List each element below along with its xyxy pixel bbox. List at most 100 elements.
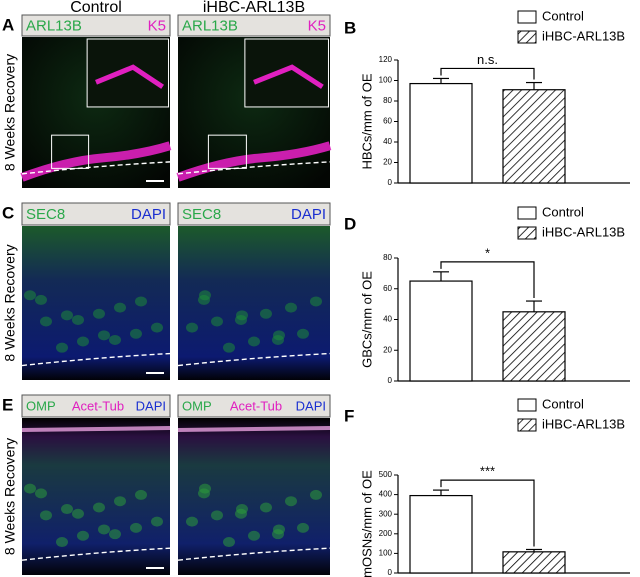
- y-tick-label: 300: [379, 509, 393, 518]
- y-tick-label: 20: [383, 158, 392, 167]
- cell: [260, 502, 272, 513]
- y-axis-label: mOSNs/mm of OE: [359, 470, 374, 577]
- legend-swatch: [517, 418, 537, 432]
- cell: [260, 308, 272, 319]
- cell: [130, 522, 142, 533]
- k5-signal: [20, 141, 172, 182]
- basal-lamina: [177, 547, 331, 561]
- k5-signal: [176, 141, 332, 182]
- y-tick-label: 60: [383, 284, 392, 293]
- legend-swatch: [517, 30, 537, 44]
- cell: [272, 334, 284, 345]
- bar: [502, 311, 566, 382]
- significance-bracket: [440, 261, 535, 299]
- y-tick-label: 100: [379, 549, 393, 558]
- y-tick-label: 40: [383, 137, 392, 146]
- bar: [502, 551, 566, 574]
- cell: [285, 496, 297, 507]
- inset: [244, 38, 329, 108]
- label-box: [177, 394, 331, 418]
- cell: [135, 296, 147, 307]
- cell: [61, 310, 73, 321]
- cell: [72, 314, 84, 325]
- cell: [198, 294, 210, 305]
- bar: [409, 280, 473, 382]
- y-tick-label: 0: [388, 568, 393, 577]
- inset: [86, 38, 170, 108]
- stain-label: ARL13B: [182, 17, 238, 34]
- cell: [56, 342, 68, 353]
- cell: [211, 316, 223, 327]
- legend-label: iHBC-ARL13B: [542, 416, 625, 431]
- cell: [77, 336, 89, 347]
- stain-label: DAPI: [296, 398, 326, 413]
- stain-label: Acet-Tub: [72, 398, 124, 413]
- legend-swatch: [517, 226, 537, 240]
- cilia-layer: [21, 426, 171, 432]
- cell: [223, 537, 235, 548]
- y-tick-label: 40: [383, 315, 392, 324]
- inset-signal: [253, 64, 324, 89]
- label-box: [21, 202, 171, 226]
- panel-letter: A: [2, 15, 14, 34]
- y-tick-label: 200: [379, 529, 393, 538]
- legend-label: Control: [542, 8, 584, 23]
- cell: [40, 316, 52, 327]
- cell: [310, 296, 322, 307]
- bar: [502, 89, 566, 184]
- label-box: [21, 394, 171, 418]
- cell: [272, 529, 284, 540]
- cell: [285, 302, 297, 313]
- cilia-layer: [177, 426, 331, 432]
- y-tick-label: 60: [383, 117, 392, 126]
- y-tick-label: 0: [388, 178, 393, 187]
- basal-lamina: [177, 161, 331, 175]
- label-box: [21, 14, 171, 37]
- stain-label: OMP: [26, 398, 56, 413]
- stain-label: DAPI: [131, 206, 166, 223]
- panel-letter: E: [2, 395, 13, 414]
- side-label: 8 Weeks Recovery: [2, 438, 18, 555]
- cell: [198, 488, 210, 499]
- significance-bracket: [440, 479, 535, 547]
- column-title: iHBC-ARL13B: [203, 0, 305, 16]
- significance-bracket: [440, 67, 535, 80]
- stain-label: SEC8: [26, 206, 65, 223]
- roi-box: [207, 134, 247, 169]
- cell: [61, 504, 73, 515]
- cell: [248, 336, 260, 347]
- significance-label: ***: [480, 464, 495, 479]
- cell: [151, 322, 163, 333]
- stain-label: ARL13B: [26, 17, 82, 34]
- roi-box: [51, 134, 90, 169]
- cell: [186, 322, 198, 333]
- cell: [35, 294, 47, 305]
- legend-swatch: [517, 10, 537, 24]
- cell: [310, 489, 322, 500]
- stain-label: OMP: [182, 398, 212, 413]
- y-tick-label: 500: [379, 470, 393, 479]
- bar: [409, 82, 473, 184]
- basal-lamina: [21, 352, 171, 367]
- significance-label: n.s.: [477, 52, 498, 67]
- y-tick-label: 80: [383, 96, 392, 105]
- cell: [56, 537, 68, 548]
- cell: [98, 524, 110, 535]
- y-tick-label: 20: [383, 345, 392, 354]
- stain-label: DAPI: [136, 398, 166, 413]
- basal-lamina: [21, 547, 171, 561]
- stain-label: Acet-Tub: [230, 398, 282, 413]
- panel-letter: D: [344, 214, 356, 233]
- panel-letter: C: [2, 203, 14, 222]
- stain-label: K5: [308, 17, 326, 34]
- basal-lamina: [21, 161, 171, 175]
- cell: [109, 334, 121, 345]
- cell: [297, 328, 309, 339]
- cell: [235, 508, 247, 519]
- significance-label: *: [485, 245, 490, 260]
- stain-label: SEC8: [182, 206, 221, 223]
- legend-swatch: [517, 398, 537, 412]
- y-tick-label: 120: [379, 55, 393, 64]
- cell: [135, 489, 147, 500]
- y-axis-label: HBCs/mm of OE: [359, 73, 374, 169]
